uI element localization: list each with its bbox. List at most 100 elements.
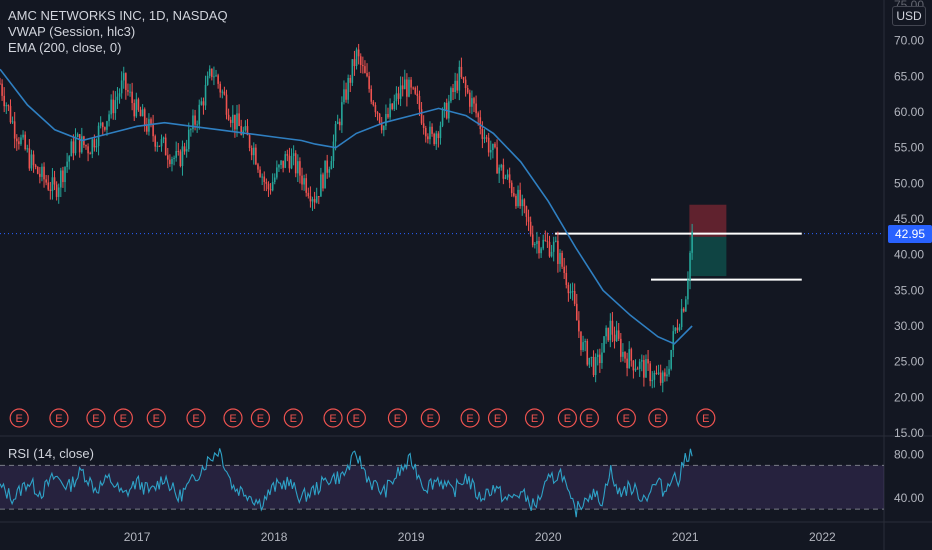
candle-body bbox=[496, 147, 498, 174]
candle-body bbox=[250, 147, 253, 156]
candle-body bbox=[225, 94, 228, 115]
candle-body bbox=[523, 199, 526, 207]
candle-body bbox=[99, 122, 102, 126]
x-tick-label: 2019 bbox=[398, 530, 425, 544]
candle-body bbox=[418, 95, 421, 110]
earnings-marker-label: E bbox=[427, 413, 434, 425]
y-tick-label: 20.00 bbox=[894, 390, 924, 404]
candle-body bbox=[506, 174, 509, 178]
candle-body bbox=[439, 125, 442, 139]
candle-body bbox=[460, 66, 463, 78]
candle-body bbox=[427, 136, 429, 140]
candle-body bbox=[198, 104, 201, 125]
candle-body bbox=[282, 160, 284, 168]
candle-body bbox=[435, 133, 438, 145]
candle-body bbox=[183, 146, 186, 152]
candle-body bbox=[395, 93, 398, 102]
candle-body bbox=[276, 167, 278, 178]
candle-body bbox=[91, 139, 94, 155]
candle-body bbox=[24, 134, 26, 150]
candle-body bbox=[538, 240, 540, 254]
vwap-indicator-label[interactable]: VWAP (Session, hlc3) bbox=[8, 24, 136, 39]
earnings-marker bbox=[186, 408, 206, 428]
candle-body bbox=[689, 252, 691, 280]
symbol-title[interactable]: AMC NETWORKS INC, 1D, NASDAQ bbox=[8, 8, 228, 23]
earnings-marker-label: E bbox=[120, 413, 127, 425]
candle-body bbox=[305, 178, 308, 193]
candle-body bbox=[181, 146, 184, 167]
candle-body bbox=[634, 368, 637, 371]
candle-body bbox=[527, 216, 530, 222]
candle-body bbox=[389, 103, 391, 118]
candle-body bbox=[95, 146, 98, 148]
candle-body bbox=[273, 177, 276, 183]
candle-body bbox=[674, 327, 677, 332]
candle-body bbox=[45, 179, 47, 183]
candle-body bbox=[297, 161, 299, 174]
candle-body bbox=[431, 126, 433, 134]
candle-body bbox=[208, 68, 211, 76]
candle-body bbox=[666, 374, 668, 377]
candle-body bbox=[567, 284, 570, 294]
candle-body bbox=[534, 243, 536, 246]
candle-body bbox=[626, 358, 628, 369]
earnings-marker bbox=[346, 408, 366, 428]
candle-body bbox=[204, 84, 207, 106]
earnings-marker-label: E bbox=[531, 413, 538, 425]
candle-body bbox=[448, 101, 450, 119]
candle-body bbox=[240, 126, 242, 135]
candle-body bbox=[643, 360, 645, 378]
candle-body bbox=[477, 113, 479, 118]
candle-body bbox=[443, 102, 446, 110]
candle-body bbox=[108, 114, 110, 122]
candle-body bbox=[347, 77, 349, 100]
earnings-marker-label: E bbox=[153, 413, 160, 425]
ema-indicator-label[interactable]: EMA (200, close, 0) bbox=[8, 40, 122, 55]
candle-body bbox=[133, 103, 136, 117]
currency-tag[interactable]: USD bbox=[892, 6, 926, 26]
candle-body bbox=[437, 133, 440, 139]
earnings-marker bbox=[86, 408, 106, 428]
earnings-marker bbox=[250, 408, 271, 428]
earnings-marker-label: E bbox=[353, 413, 360, 425]
candle-body bbox=[131, 91, 133, 104]
candle-body bbox=[682, 308, 685, 312]
earnings-marker-label: E bbox=[654, 413, 661, 425]
y-tick-label: 50.00 bbox=[894, 176, 924, 190]
earnings-marker-label: E bbox=[257, 413, 264, 425]
candle-body bbox=[74, 136, 77, 154]
candle-body bbox=[80, 136, 83, 153]
candle-body bbox=[422, 123, 425, 128]
candle-body bbox=[87, 146, 89, 154]
candle-body bbox=[489, 150, 492, 153]
candle-body bbox=[561, 252, 563, 267]
candle-body bbox=[47, 182, 50, 190]
candle-body bbox=[357, 49, 360, 57]
y-tick-label: 70.00 bbox=[894, 34, 924, 48]
candle-body bbox=[173, 157, 175, 160]
candle-body bbox=[617, 330, 620, 339]
candle-body bbox=[678, 327, 681, 331]
candle-body bbox=[376, 112, 379, 114]
candle-body bbox=[135, 99, 138, 117]
rsi-legend-label[interactable]: RSI (14, close) bbox=[8, 446, 94, 461]
candle-body bbox=[261, 176, 263, 178]
candle-body bbox=[406, 79, 408, 97]
candle-body bbox=[326, 160, 328, 173]
candle-body bbox=[668, 368, 670, 375]
earnings-marker-label: E bbox=[494, 413, 501, 425]
candle-body bbox=[288, 155, 291, 169]
candle-body bbox=[36, 167, 39, 174]
candle-body bbox=[229, 119, 232, 123]
x-tick-label: 2021 bbox=[672, 530, 699, 544]
candle-body bbox=[338, 121, 341, 126]
candle-body bbox=[169, 159, 171, 165]
candle-body bbox=[324, 160, 326, 189]
candle-body bbox=[238, 113, 240, 127]
earnings-marker-label: E bbox=[290, 413, 297, 425]
candle-body bbox=[194, 115, 196, 125]
candle-body bbox=[336, 121, 339, 125]
candle-body bbox=[320, 174, 322, 197]
